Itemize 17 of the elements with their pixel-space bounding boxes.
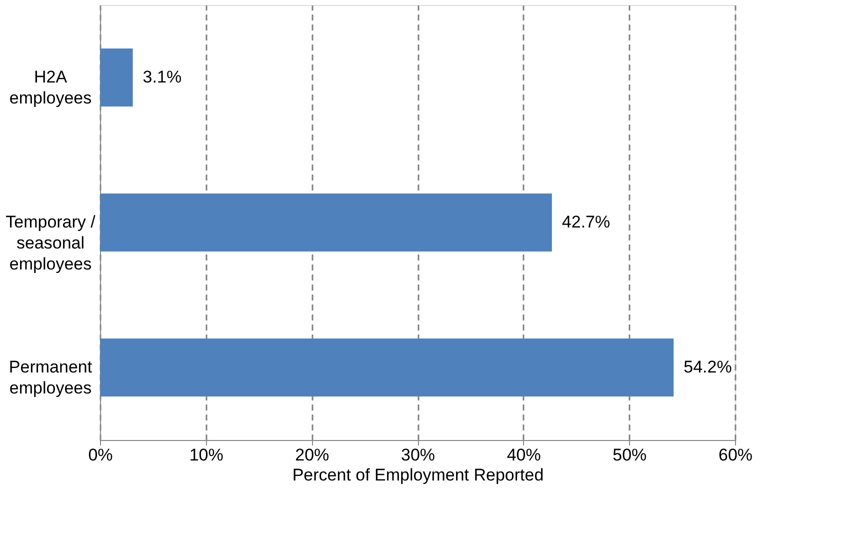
- x-tick-label: 30%: [400, 446, 436, 464]
- data-label: 54.2%: [684, 358, 732, 376]
- bar: [100, 194, 552, 252]
- bar: [100, 48, 133, 106]
- data-label: 42.7%: [562, 212, 610, 232]
- y-tick-label: Permanent employees: [8, 358, 92, 398]
- y-tick-label: Temporary / seasonal employees: [6, 212, 96, 274]
- x-tick-label: 10%: [189, 446, 224, 464]
- data-label: 3.1%: [142, 68, 182, 86]
- x-tick-label: 20%: [295, 446, 330, 464]
- x-tick-label: 50%: [612, 446, 647, 464]
- y-tick-label: H2A employees: [9, 68, 92, 108]
- x-axis-title: Percent of Employment Reported: [292, 466, 544, 484]
- x-tick-label: 40%: [506, 446, 541, 464]
- x-tick-label: 60%: [718, 446, 753, 464]
- bar: [100, 338, 674, 396]
- x-tick-label: 0%: [88, 446, 113, 464]
